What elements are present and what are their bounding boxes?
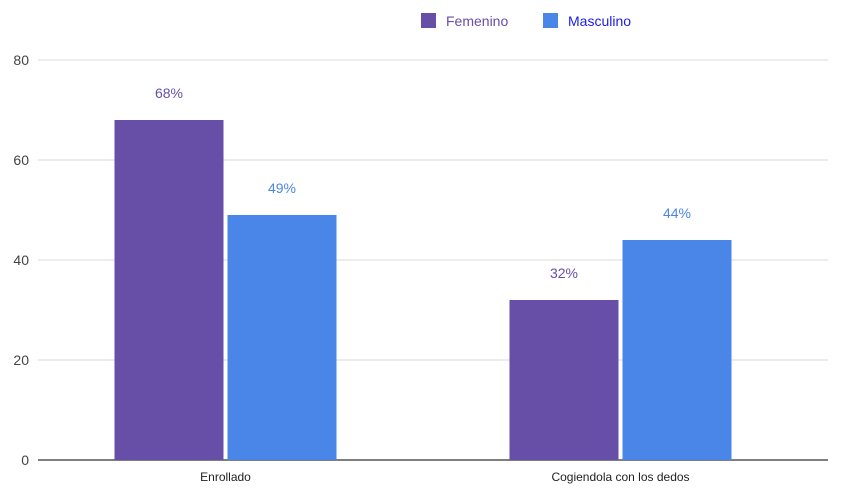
y-tick-label: 60 — [13, 152, 29, 168]
x-category-label: Cogiendola con los dedos — [551, 470, 689, 484]
data-label: 32% — [550, 265, 578, 281]
legend-swatch-masculino — [543, 13, 558, 28]
data-label: 49% — [268, 180, 296, 196]
bar-femenino — [509, 300, 619, 460]
y-tick-label: 80 — [13, 52, 29, 68]
bar-masculino — [622, 240, 732, 460]
data-label: 44% — [663, 205, 691, 221]
legend: Femenino Masculino — [421, 13, 631, 29]
legend-swatch-femenino — [421, 13, 436, 28]
legend-label-masculino: Masculino — [568, 13, 631, 29]
y-tick-label: 40 — [13, 252, 29, 268]
x-axis: Enrollado Cogiendola con los dedos — [200, 470, 689, 484]
bar-masculino — [227, 215, 337, 460]
y-tick-label: 0 — [21, 452, 29, 468]
bars — [114, 120, 732, 460]
data-labels: 68% 49% 32% 44% — [155, 85, 691, 281]
x-category-label: Enrollado — [200, 470, 251, 484]
y-axis: 0 20 40 60 80 — [13, 52, 29, 468]
y-tick-label: 20 — [13, 352, 29, 368]
bar-femenino — [114, 120, 224, 460]
data-label: 68% — [155, 85, 183, 101]
legend-label-femenino: Femenino — [446, 13, 508, 29]
